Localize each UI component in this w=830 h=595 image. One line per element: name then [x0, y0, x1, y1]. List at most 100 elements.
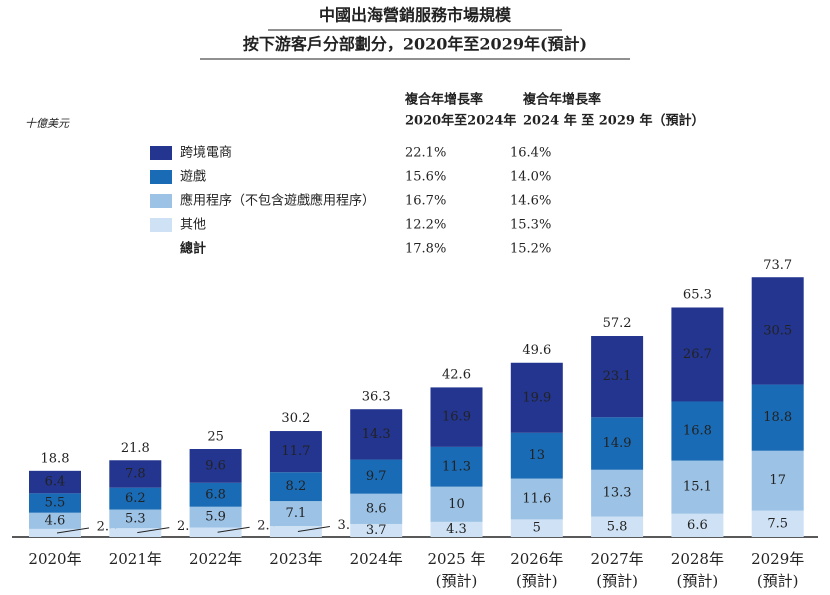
- value-label: 13: [529, 448, 546, 463]
- cagr-value: 16.4%: [510, 146, 551, 161]
- bar-segment: [350, 523, 403, 537]
- legend-label: 遊戲: [180, 170, 206, 185]
- value-label: 7.1: [286, 506, 307, 521]
- value-label: 30.5: [763, 323, 792, 338]
- value-label: 7.5: [767, 516, 788, 531]
- value-label: 5.8: [607, 519, 628, 534]
- legend-label: 其他: [180, 218, 206, 233]
- cagr-value: 22.1%: [405, 146, 446, 161]
- total-label: 25: [207, 430, 224, 445]
- bar-segment: [269, 431, 322, 473]
- value-label: 18.8: [763, 410, 792, 425]
- value-label: 6.8: [205, 487, 226, 502]
- cagr-value: 15.6%: [405, 170, 446, 185]
- value-label: 16.8: [683, 424, 712, 439]
- bar-segment: [671, 513, 724, 537]
- bar-segment: [269, 472, 322, 502]
- bar-segment: [591, 417, 644, 470]
- value-label: 26.7: [683, 347, 712, 362]
- bar-segment: [510, 362, 563, 433]
- value-label: 8.6: [366, 501, 387, 516]
- total-label: 21.8: [121, 441, 150, 456]
- x-tick-label: 2022年: [189, 550, 242, 568]
- leader-line: [137, 527, 170, 534]
- cagr-total: 15.2%: [510, 242, 551, 257]
- x-tick-label: 2027年: [591, 550, 644, 568]
- total-label: 42.6: [442, 368, 471, 383]
- bar-segment: [189, 506, 242, 528]
- value-label: 15.1: [683, 480, 712, 495]
- total-label: 18.8: [41, 451, 70, 466]
- bar-segment: [29, 528, 81, 537]
- bar-segment: [29, 512, 81, 529]
- cagr-header: 複合年增長率: [404, 92, 483, 108]
- value-label: 5.5: [45, 496, 66, 511]
- cagr-total-label: 總計: [180, 241, 206, 257]
- legend-label: 應用程序（不包含遊戲應用程序）: [180, 193, 375, 209]
- bar-segment: [591, 336, 644, 418]
- bar-segment: [671, 307, 724, 402]
- value-label: 11.6: [522, 491, 551, 506]
- x-tick-note: (預計): [596, 572, 638, 590]
- bar-segment: [29, 470, 81, 494]
- bar-segment: [350, 493, 403, 524]
- value-label: 6.6: [687, 518, 708, 533]
- x-tick-label: 2028年: [671, 550, 724, 568]
- value-label: 4.3: [446, 522, 467, 537]
- legend-label: 跨境電商: [180, 146, 232, 161]
- legend-swatch: [150, 146, 172, 160]
- value-label: 14.3: [362, 427, 391, 442]
- bar-segment: [189, 482, 242, 507]
- cagr-value: 14.6%: [510, 194, 551, 209]
- bar-segment: [510, 478, 563, 520]
- value-label: 6.4: [45, 475, 66, 490]
- value-label: 5.3: [125, 511, 146, 526]
- bar-segment: [269, 526, 322, 537]
- value-label: 5.9: [205, 510, 226, 525]
- legend-swatch: [150, 194, 172, 208]
- unit-label: 十億美元: [25, 117, 70, 130]
- bar-segment: [510, 519, 563, 537]
- cagr-header: 2020年至2024年: [405, 113, 516, 129]
- cagr-value: 16.7%: [405, 194, 446, 209]
- x-tick-note: (預計): [757, 572, 799, 590]
- value-label: 6.2: [125, 491, 146, 506]
- bar-segment: [751, 450, 804, 511]
- legend-swatch: [150, 170, 172, 184]
- bar-segment: [269, 501, 322, 527]
- value-label: 10: [448, 497, 465, 512]
- leader-line: [297, 526, 330, 533]
- x-tick-label: 2023年: [269, 550, 322, 568]
- bar-segment: [430, 387, 483, 447]
- value-label: 19.9: [522, 390, 551, 405]
- bar-segment: [510, 432, 563, 479]
- bar-segment: [189, 527, 242, 537]
- bar-segment: [189, 449, 242, 483]
- value-label: 11.7: [281, 444, 310, 459]
- bar-segment: [671, 401, 724, 461]
- cagr-value: 14.0%: [510, 170, 551, 185]
- x-tick-note: (預計): [516, 572, 558, 590]
- bar-segment: [751, 277, 804, 385]
- value-label: 9.7: [366, 469, 387, 484]
- x-tick-label: 2021年: [109, 550, 162, 568]
- chart-title: 中國出海營銷服務市場規模: [319, 6, 512, 25]
- value-label: 11.3: [442, 459, 471, 474]
- total-label: 65.3: [683, 288, 712, 303]
- value-label: 5: [533, 521, 541, 536]
- bar-segment: [109, 460, 162, 488]
- value-label: 8.2: [286, 479, 307, 494]
- cagr-header: 複合年增長率: [522, 92, 601, 108]
- x-tick-label: 2029年: [751, 550, 804, 568]
- x-tick-note: (預計): [677, 572, 719, 590]
- bar-segment: [350, 409, 403, 460]
- legend-swatch: [150, 218, 172, 232]
- x-tick-label: 2026年: [510, 550, 563, 568]
- value-label: 4.6: [45, 513, 66, 528]
- value-label: 14.9: [603, 436, 632, 451]
- bar-segment: [430, 521, 483, 537]
- x-tick-note: (預計): [436, 572, 478, 590]
- value-label: 3.7: [366, 523, 387, 538]
- total-label: 49.6: [522, 343, 551, 358]
- bar-segment: [671, 460, 724, 514]
